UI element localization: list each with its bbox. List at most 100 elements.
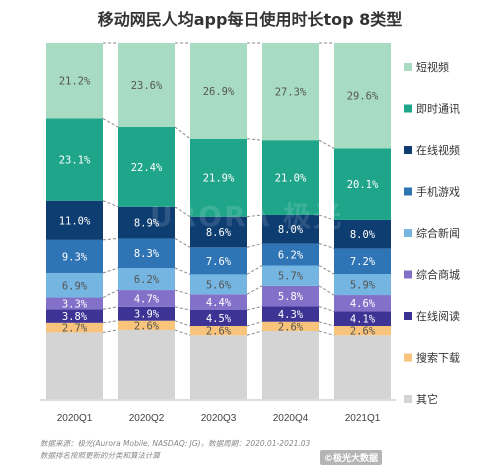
bar-segment [46, 118, 103, 201]
bar-segment [190, 294, 247, 310]
connector-line [174, 267, 191, 275]
bar-segment [118, 290, 175, 307]
data-label: 5.9% [350, 280, 376, 292]
connector-line [102, 320, 119, 324]
legend-swatch [404, 104, 412, 113]
bar-segment [262, 306, 319, 322]
bar-segment [262, 140, 319, 215]
bar-segment [46, 272, 103, 298]
data-label: 9.3% [62, 251, 88, 263]
bar-segment [118, 238, 175, 268]
connector-line [102, 267, 119, 274]
legend-label: 即时通讯 [416, 103, 460, 116]
data-label: 23.6% [131, 80, 163, 92]
bar-segment [118, 320, 175, 330]
connector-line [174, 320, 191, 327]
connector-line [174, 306, 191, 311]
connector-line [174, 289, 191, 295]
bars [46, 43, 391, 399]
bar-segment [190, 310, 247, 327]
data-label: 2.6% [350, 326, 376, 338]
bar-segment [118, 267, 175, 291]
legend-swatch [404, 312, 412, 320]
data-label: 4.3% [278, 309, 304, 321]
legend-label: 手机游戏 [416, 185, 460, 199]
legend-swatch [404, 146, 412, 154]
data-label: 21.9% [203, 173, 235, 185]
bar-segment [190, 216, 247, 248]
data-label: 3.3% [62, 298, 88, 310]
x-tick-label: 2021Q1 [345, 413, 381, 424]
bar-segment [118, 206, 175, 239]
data-label: 4.6% [350, 298, 376, 310]
bar-segment [262, 321, 319, 332]
data-label: 26.9% [203, 86, 235, 98]
bar-segment [334, 219, 391, 249]
data-label: 6.2% [278, 249, 304, 261]
bar-segment [190, 247, 247, 275]
bar-segment [262, 214, 319, 244]
connector-line [246, 265, 263, 275]
data-label: 5.7% [278, 271, 304, 283]
data-label: 21.0% [275, 173, 307, 185]
bar-segment [118, 43, 175, 128]
connector-line [318, 242, 335, 249]
footnote: 数据来源：极光(Aurora Mobile, NASDAQ: JG)，数据周期：… [40, 438, 310, 462]
legend-swatch [404, 270, 412, 279]
bar-segment [334, 295, 391, 312]
connector-line [102, 118, 119, 128]
data-label: 4.7% [134, 293, 160, 305]
bar-segment [334, 335, 391, 399]
data-label: 8.6% [206, 227, 232, 239]
bar-segment [190, 138, 247, 217]
data-label: 27.3% [275, 87, 307, 99]
data-label: 3.9% [134, 309, 160, 321]
bar-segment [46, 43, 103, 119]
data-label: 21.2% [59, 76, 91, 88]
connector-line [246, 242, 263, 248]
legend-label: 综合商城 [416, 268, 460, 282]
data-label: 2.6% [206, 326, 232, 338]
connector-line [102, 329, 119, 333]
bar-segment [334, 43, 391, 149]
bar-segment [190, 335, 247, 399]
bar-segment [262, 43, 319, 141]
connector-lines [102, 42, 335, 336]
data-label: 2.7% [62, 323, 88, 335]
bar-segment [190, 274, 247, 295]
data-label: 6.9% [62, 280, 88, 292]
bar-segment [118, 127, 175, 207]
connector-line [318, 321, 335, 327]
legend-swatch [404, 395, 412, 403]
legend-label: 短视频 [416, 60, 449, 74]
bar-segment [262, 243, 319, 266]
data-label: 7.6% [206, 256, 232, 268]
bar-segment [262, 331, 319, 399]
data-label: 8.3% [134, 248, 160, 260]
connector-line [102, 237, 119, 241]
x-tick-label: 2020Q4 [273, 413, 309, 424]
connector-line [318, 265, 335, 275]
x-tick-label: 2020Q1 [57, 413, 93, 424]
legend-swatch [404, 63, 412, 71]
connector-line [318, 139, 335, 149]
legend-label: 综合新闻 [416, 226, 460, 240]
bar-segment [262, 265, 319, 286]
connector-line [174, 206, 191, 218]
data-label: 8.9% [134, 218, 160, 230]
x-tick-label: 2020Q2 [129, 413, 165, 424]
data-label: 3.8% [62, 311, 88, 323]
data-label: 8.0% [350, 229, 376, 241]
bar-segment [334, 148, 391, 220]
data-label: 7.2% [350, 256, 376, 268]
connector-line [102, 200, 119, 208]
data-label: 22.4% [131, 162, 163, 174]
footnote-method: 数据排名按照更新的分类和算法计算 [40, 451, 160, 460]
bar-segment [190, 326, 247, 336]
legend-label: 其它 [416, 392, 438, 406]
data-label: 11.0% [59, 215, 91, 227]
connector-line [102, 306, 119, 310]
bar-segment [262, 285, 319, 307]
bar-segment [334, 311, 391, 327]
